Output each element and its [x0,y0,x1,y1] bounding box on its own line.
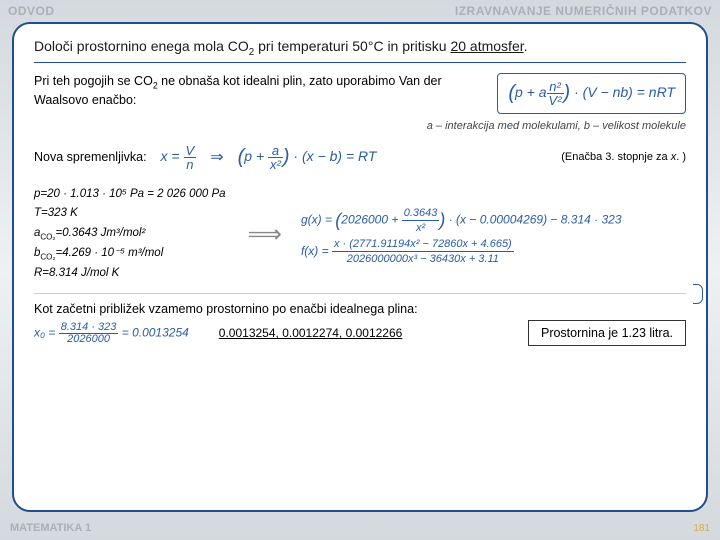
x0-eq: = 0.0013254 [118,325,188,339]
param-T: T=323 K [34,204,226,224]
pa-v: =0.3643 Jm³/mol² [56,227,146,239]
nova-label: Nova spremenljivka: [34,150,147,164]
eq2-frac: ax² [268,144,283,171]
param-a: aCO₂=0.3643 Jm³/mol² [34,224,226,244]
f-den: 2026000000x³ − 36430x + 3.11 [332,252,514,265]
g-num: 0.3643 [402,207,440,221]
x0-frac: 8.314 · 3232026000 [59,322,119,345]
vdw-formula-box: (p + an²V²) · (V − nb) = nRT [497,73,686,114]
ideal-gas-note: Kot začetni približek vzamemo prostornin… [34,293,686,316]
implies-arrow: ⇒ [210,147,223,167]
title-text-1: Določi prostornino enega mola CO [34,38,249,54]
f-lhs: f(x) = [301,243,332,257]
g-t2: (x − 0.00004269) − 8.314 · 323 [456,213,621,227]
eq2-den: x² [268,158,283,171]
intro-a: Pri teh pogojih se CO [34,74,153,88]
g-t1: 2026000 + [341,213,401,227]
x-def: x = Vn [161,144,197,171]
param-b: bCO₂=4.269 · 10⁻⁵ m³/mol [34,244,226,264]
functions: g(x) = (2026000 + 0.3643x²) · (x − 0.000… [301,203,622,264]
intro-text: Pri teh pogojih se CO2 ne obnaša kot ide… [34,73,479,109]
g-frac: 0.3643x² [402,207,440,234]
eq2-num: a [268,144,283,158]
big-arrow-icon: ⟹ [248,220,279,249]
eq2-plus: + [252,148,268,164]
paren-open: ( [508,82,515,104]
result-row: x₀ = 8.314 · 3232026000 = 0.0013254 0.00… [34,320,686,346]
note-a-txt: – interakcija med molekulami, [433,120,584,132]
vdw-plus: + a [523,84,547,100]
f-num: x · (2771.91194x² − 72860x + 4.665) [332,238,514,252]
eq2-close: ) [283,146,290,168]
sn-a: (Enačba 3. stopnje za [561,151,670,163]
iteration-sequence: 0.0013254, 0.0012274, 0.0012266 [219,326,403,340]
vdw-dot: · [570,84,582,100]
x0-num: 8.314 · 323 [59,322,119,334]
x-lhs: x = [161,148,184,164]
g-func: g(x) = (2026000 + 0.3643x²) · (x − 0.000… [301,203,622,237]
x0-den: 2026000 [59,334,119,345]
slide-header-right: IZRAVNAVANJE NUMERIČNIH PODATKOV [455,4,712,18]
edge-decor [693,284,703,304]
eq2-rest: (x − b) = RT [302,148,376,164]
eq2-dot: · [290,148,302,164]
x0-formula: x₀ = 8.314 · 3232026000 = 0.0013254 [34,322,189,345]
g-lhs: g(x) = [301,213,335,227]
f-frac: x · (2771.91194x² − 72860x + 4.665)20260… [332,238,514,265]
vdw-right: (V − nb) = nRT [583,84,675,100]
param-R: R=8.314 J/mol K [34,264,226,284]
x-num: V [184,144,197,158]
eq2: (p + ax²) · (x − b) = RT [238,144,377,171]
g-den: x² [402,221,440,234]
f-func: f(x) = x · (2771.91194x² − 72860x + 4.66… [301,238,622,265]
vdw-den: V² [547,94,564,107]
sn-c: . ) [676,151,686,163]
degree-note: (Enačba 3. stopnje za x. ) [561,151,686,163]
footer-left: MATEMATIKA 1 [10,522,91,534]
page-number: 181 [693,523,710,534]
content-card: Določi prostornino enega mola CO2 pri te… [12,22,708,512]
vdw-frac: n²V² [547,80,564,107]
title-text-2: pri temperaturi 50°C in pritisku [254,38,450,54]
pb-v: =4.269 · 10⁻⁵ m³/mol [56,247,164,259]
eq2-p: p [244,148,252,164]
param-p: p=20 · 1.013 · 10⁵ Pa = 2 026 000 Pa [34,185,226,205]
pa-sub: CO₂ [40,232,55,241]
title-underline: 20 atmosfer [450,38,523,54]
problem-title: Določi prostornino enega mola CO2 pri te… [34,38,686,63]
substitution-row: Nova spremenljivka: x = Vn ⇒ (p + ax²) ·… [34,144,686,171]
x-den: n [184,158,197,171]
x0-lhs: x₀ = [34,325,59,339]
g-dot: · [445,213,456,227]
slide-header-left: ODVOD [8,4,55,18]
params-list: p=20 · 1.013 · 10⁵ Pa = 2 026 000 Pa T=3… [34,185,226,283]
result-box: Prostornina je 1.23 litra. [528,320,686,346]
note-b-txt: – velikost molekule [590,120,686,132]
vdw-num: n² [547,80,564,94]
ab-note: a – interakcija med molekulami, b – veli… [34,120,686,132]
vdw-p: p [515,84,523,100]
x-frac: Vn [184,144,197,171]
title-text-3: . [524,38,528,54]
pb-sub: CO₂ [40,252,55,261]
intro-row: Pri teh pogojih se CO2 ne obnaša kot ide… [34,73,686,114]
params-row: p=20 · 1.013 · 10⁵ Pa = 2 026 000 Pa T=3… [34,185,686,283]
